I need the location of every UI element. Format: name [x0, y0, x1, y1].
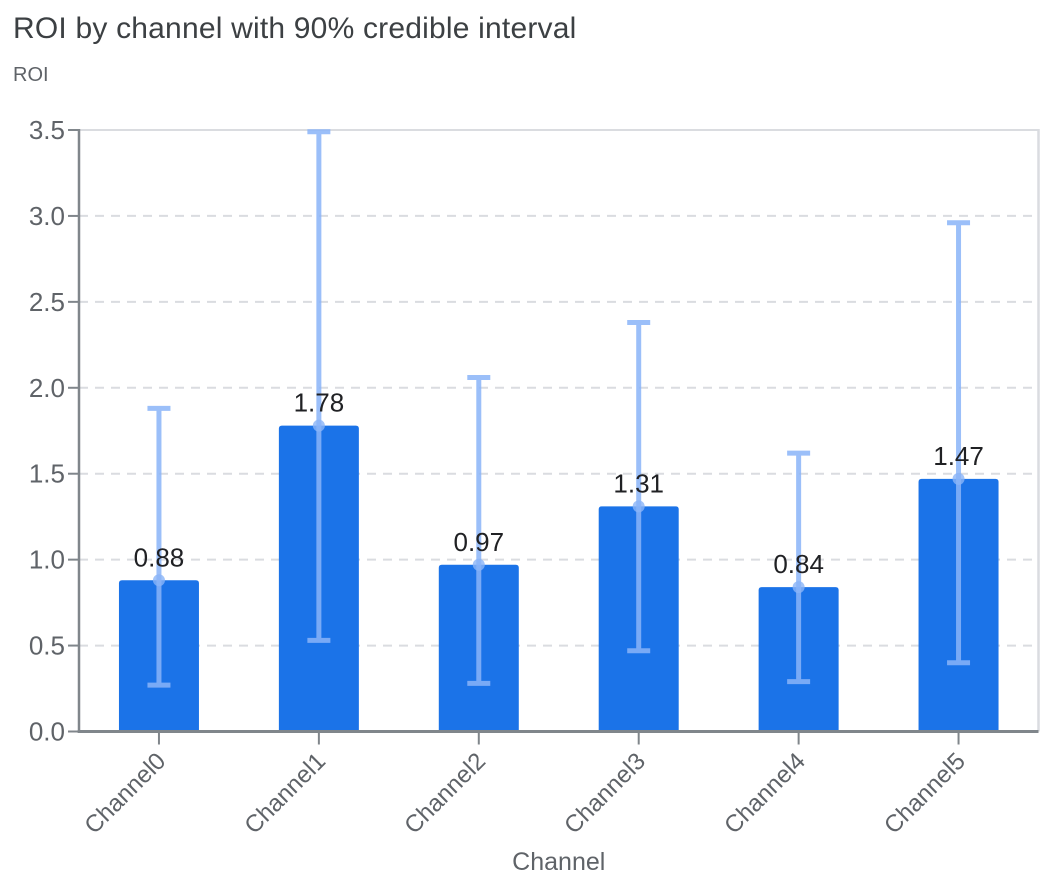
mean-dot-channel3	[632, 500, 645, 513]
mean-dot-channel0	[152, 574, 165, 587]
mean-dot-channel1	[312, 419, 325, 432]
mean-dot-channel5	[952, 472, 965, 485]
value-label: 0.84	[773, 549, 824, 579]
y-tick-label: 1.0	[29, 545, 65, 575]
error-bar-channel4	[787, 450, 811, 685]
value-label: 1.47	[933, 441, 984, 471]
error-bar-channel1	[307, 129, 331, 643]
error-bar-channel0	[147, 405, 171, 688]
y-tick-label: 0.5	[29, 631, 65, 661]
y-tick-label: 2.0	[29, 373, 65, 403]
y-tick-label: 2.5	[29, 287, 65, 317]
chart-title: ROI by channel with 90% credible interva…	[13, 12, 577, 45]
x-tick-label: Channel2	[399, 748, 491, 840]
y-tick-label: 3.5	[29, 115, 65, 145]
x-tick-label: Channel5	[879, 748, 971, 840]
value-label: 0.88	[134, 542, 185, 572]
x-tick-label: Channel0	[79, 748, 171, 840]
y-tick-label: 0.0	[29, 717, 65, 747]
y-tick-label: 1.5	[29, 459, 65, 489]
y-tick-label: 3.0	[29, 201, 65, 231]
x-axis-title: Channel	[512, 848, 605, 876]
mean-dot-channel2	[472, 558, 485, 571]
x-tick-label: Channel4	[719, 748, 811, 840]
value-label: 0.97	[453, 527, 504, 557]
value-label: 1.31	[613, 468, 664, 498]
mean-dot-channel4	[792, 581, 805, 594]
error-bar-channel2	[467, 374, 491, 686]
y-axis-title: ROI	[13, 64, 49, 86]
x-tick-label: Channel3	[559, 748, 651, 840]
value-label: 1.78	[294, 388, 345, 418]
error-bar-channel3	[627, 319, 651, 654]
error-bar-channel5	[947, 220, 971, 666]
x-tick-label: Channel1	[239, 748, 331, 840]
